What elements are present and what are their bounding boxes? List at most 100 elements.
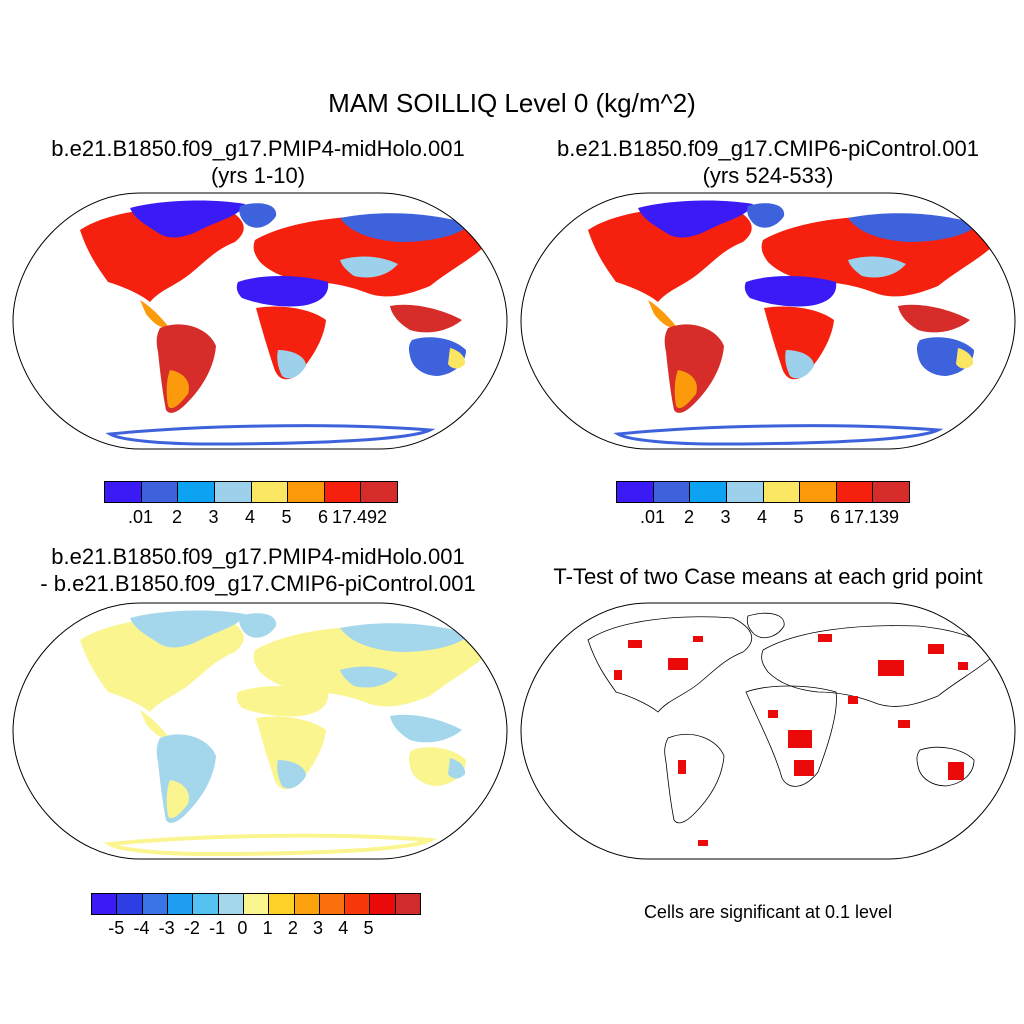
colorbar-swatch xyxy=(726,482,764,502)
colorbar-tick-label: 3 xyxy=(313,918,324,938)
arctic-canada xyxy=(130,200,245,238)
colorbar-picontrol xyxy=(616,481,910,503)
sig-cell xyxy=(898,720,910,728)
map-panel-ttest xyxy=(520,602,1016,860)
sig-cell xyxy=(693,636,703,642)
central-america xyxy=(140,710,168,738)
central-asia xyxy=(848,256,906,278)
colorbar-swatch xyxy=(117,894,143,914)
colorbar-swatch xyxy=(92,894,118,914)
colorbar-swatch xyxy=(167,894,194,914)
north-america xyxy=(587,616,753,713)
colorbar-tick-label: 17.492 xyxy=(331,507,388,527)
colorbar-tick-label: 3 xyxy=(208,507,219,527)
antarctica xyxy=(105,424,436,446)
colorbar-swatch xyxy=(690,482,727,502)
antarctica xyxy=(103,833,438,857)
sig-cell xyxy=(698,840,708,846)
colorbar-swatch xyxy=(141,482,179,502)
africa-south xyxy=(256,716,326,790)
colorbar-swatch xyxy=(763,482,801,502)
panel1-title: b.e21.B1850.f09_g17.PMIP4-midHolo.001 (y… xyxy=(0,135,516,189)
panel2-title: b.e21.B1850.f09_g17.CMIP6-piControl.001 … xyxy=(512,135,1024,189)
colorbar-swatch xyxy=(178,482,215,502)
arctic-canada xyxy=(130,610,245,648)
colorbar-tick-label: 2 xyxy=(287,918,298,938)
colorbar-swatch xyxy=(370,894,396,914)
south-america xyxy=(664,733,725,824)
colorbar-picontrol-labels: .01 2 3 4 5 6 17.139 xyxy=(616,507,908,531)
colorbar-swatch xyxy=(361,482,397,502)
colorbar-tick-label: 17.139 xyxy=(843,507,900,527)
colorbar-swatch xyxy=(251,482,289,502)
south-america-south xyxy=(166,370,189,409)
colorbar-tick-label: -3 xyxy=(158,918,175,938)
south-america-south xyxy=(166,780,189,819)
colorbar-swatch xyxy=(324,482,362,502)
siberia xyxy=(340,623,470,652)
colorbar-tick-label: 2 xyxy=(171,507,183,527)
southern-africa xyxy=(277,350,306,379)
sig-cell xyxy=(768,710,778,718)
colorbar-tick-label: 4 xyxy=(338,918,349,938)
sig-cell xyxy=(948,762,964,780)
colorbar-swatch xyxy=(218,894,244,914)
colorbar-tick-label: -1 xyxy=(209,918,226,938)
colorbar-tick-label: 2 xyxy=(683,507,695,527)
north-america xyxy=(80,616,244,712)
arctic-canada xyxy=(638,200,753,238)
sig-cell xyxy=(678,760,686,774)
australia-east xyxy=(448,348,466,369)
africa-south xyxy=(256,306,326,380)
antarctica xyxy=(613,424,944,446)
colorbar-swatch xyxy=(243,894,270,914)
colorbar-difference-labels: -5 -4 -3 -2 -1 0 1 2 3 4 5 xyxy=(91,918,419,942)
colorbar-tick-label: 6 xyxy=(829,507,841,527)
colorbar-swatch xyxy=(269,894,295,914)
colorbar-tick-label: 6 xyxy=(317,507,329,527)
south-east-asia xyxy=(898,304,970,333)
south-america xyxy=(664,324,724,413)
siberia xyxy=(848,213,978,242)
colorbar-tick-label: -2 xyxy=(183,918,200,938)
panel3-title: b.e21.B1850.f09_g17.PMIP4-midHolo.001 - … xyxy=(0,543,516,597)
panel3-title-line2: - b.e21.B1850.f09_g17.CMIP6-piControl.00… xyxy=(40,571,476,596)
main-title: MAM SOILLIQ Level 0 (kg/m^2) xyxy=(328,88,696,118)
europe-asia xyxy=(761,625,994,707)
map-panel-midholo xyxy=(12,192,508,450)
sig-cell xyxy=(668,658,688,670)
colorbar-tick-label: 5 xyxy=(363,918,374,938)
map-panel-difference xyxy=(12,602,508,860)
greenland xyxy=(239,613,277,638)
colorbar-tick-label: 0 xyxy=(237,918,248,938)
colorbar-tick-label: 4 xyxy=(244,507,256,527)
sig-cell xyxy=(614,670,622,680)
north-america xyxy=(588,206,752,302)
colorbar-swatch xyxy=(288,482,325,502)
siberia xyxy=(340,213,470,242)
colorbar-tick-label: 3 xyxy=(720,507,731,527)
panel1-title-line2: (yrs 1-10) xyxy=(210,163,306,188)
colorbar-tick-label: 1 xyxy=(262,918,273,938)
colorbar-difference xyxy=(91,893,421,915)
sig-cell xyxy=(878,660,904,676)
colorbar-swatch xyxy=(105,482,142,502)
sig-cell xyxy=(818,634,832,642)
colorbar-swatch xyxy=(142,894,168,914)
colorbar-midholo xyxy=(104,481,398,503)
colorbar-swatch xyxy=(345,894,371,914)
colorbar-swatch xyxy=(873,482,909,502)
australia-east xyxy=(956,348,974,369)
southern-africa xyxy=(277,760,306,789)
colorbar-swatch xyxy=(193,894,219,914)
southern-africa xyxy=(785,350,814,379)
colorbar-swatch xyxy=(395,894,421,914)
africa-south xyxy=(764,306,834,380)
central-asia xyxy=(340,666,398,688)
greenland xyxy=(746,612,785,639)
sig-cell xyxy=(848,696,858,704)
sahara xyxy=(236,276,329,307)
africa xyxy=(745,685,837,787)
map-panel-picontrol xyxy=(520,192,1016,450)
south-america xyxy=(156,734,216,823)
